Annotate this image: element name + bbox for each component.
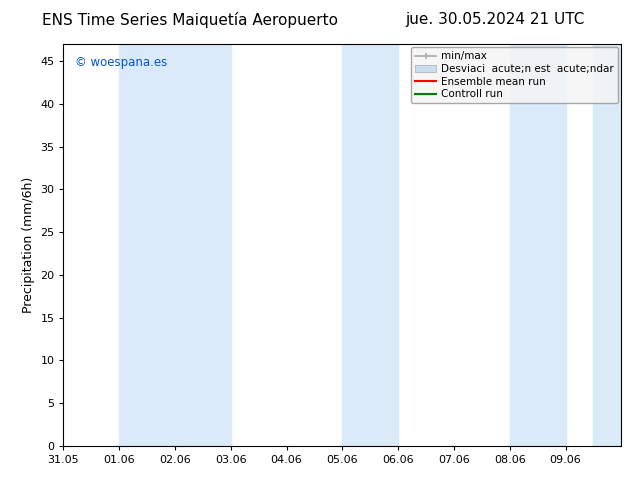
Y-axis label: Precipitation (mm/6h): Precipitation (mm/6h) <box>22 177 35 313</box>
Bar <box>510 44 566 446</box>
Text: © woespana.es: © woespana.es <box>75 56 167 69</box>
Bar <box>119 44 231 446</box>
Text: jue. 30.05.2024 21 UTC: jue. 30.05.2024 21 UTC <box>405 12 584 27</box>
Bar <box>342 44 398 446</box>
Bar <box>593 44 634 446</box>
Legend: min/max, Desviaci  acute;n est  acute;ndar, Ensemble mean run, Controll run: min/max, Desviaci acute;n est acute;ndar… <box>411 47 618 103</box>
Text: ENS Time Series Maiquetía Aeropuerto: ENS Time Series Maiquetía Aeropuerto <box>42 12 338 28</box>
